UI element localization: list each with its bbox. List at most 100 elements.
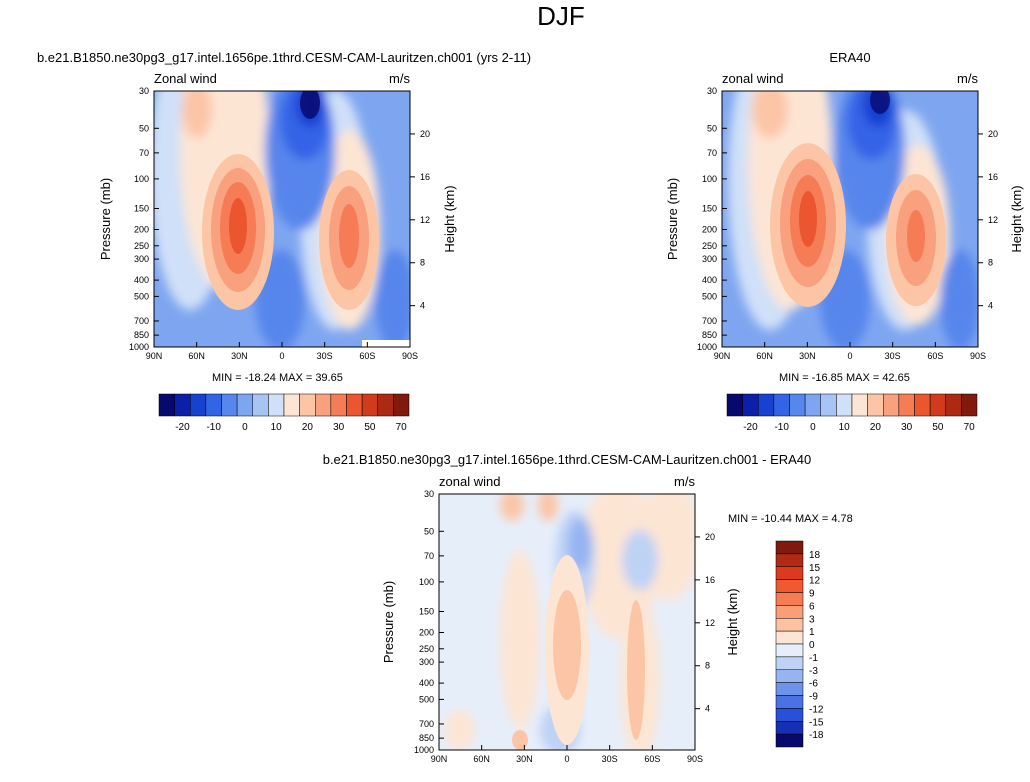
obs-colorbar-label: 30 bbox=[901, 422, 913, 433]
diff-colorbar-label: 1 bbox=[809, 627, 815, 638]
model-lat-tick-label: 30S bbox=[317, 351, 333, 361]
model-pressure-tick-label: 30 bbox=[139, 86, 149, 96]
diff-colorbar-label: -9 bbox=[809, 692, 818, 703]
diff-colorbar-cell bbox=[775, 618, 804, 632]
model-pressure-tick-label: 1000 bbox=[129, 342, 149, 352]
diff-pressure-tick-label: 30 bbox=[424, 489, 434, 499]
model-lat-tick-label: 90N bbox=[146, 351, 163, 361]
diff-colorbar-label: 9 bbox=[809, 589, 815, 600]
model-pressure-tick-label: 150 bbox=[134, 203, 149, 213]
obs-colorbar-cell bbox=[836, 393, 853, 417]
obs-colorbar-cell bbox=[961, 393, 978, 417]
model-colorbar-cell bbox=[236, 393, 253, 417]
diff-pressure-tick-label: 1000 bbox=[414, 745, 434, 755]
model-lat-tick-label: 60S bbox=[359, 351, 375, 361]
model-pressure-tick-label: 850 bbox=[134, 330, 149, 340]
model-colorbar-cell bbox=[158, 393, 175, 417]
diff-lat-tick-label: 30N bbox=[516, 754, 533, 764]
model-pressure-tick-label: 700 bbox=[134, 316, 149, 326]
model-colorbar-label: 20 bbox=[302, 422, 314, 433]
obs-colorbar-cell bbox=[804, 393, 821, 417]
model-pressure-tick-label: 250 bbox=[134, 241, 149, 251]
diff-pressure-tick-label: 100 bbox=[419, 577, 434, 587]
model-y-axis-label: Pressure (mb) bbox=[98, 178, 113, 260]
model-colorbar-cell bbox=[346, 393, 363, 417]
model-colorbar-cell bbox=[205, 393, 222, 417]
diff-colorbar-cell bbox=[775, 682, 804, 696]
obs-lat-tick-label: 30S bbox=[885, 351, 901, 361]
diff-y2-axis-label: Height (km) bbox=[725, 588, 740, 655]
diff-colorbar-cell bbox=[775, 630, 804, 645]
obs-pressure-tick-label: 50 bbox=[707, 123, 717, 133]
diff-variable-label: zonal wind bbox=[439, 474, 500, 489]
model-height-tick-label: 12 bbox=[420, 215, 430, 225]
diff-colorbar-cell bbox=[775, 656, 804, 670]
diff-lat-tick-label: 0 bbox=[564, 754, 569, 764]
obs-colorbar-cell bbox=[929, 393, 946, 417]
model-colorbar-cell bbox=[174, 393, 191, 417]
diff-pressure-tick-label: 150 bbox=[419, 606, 434, 616]
diff-colorbar-label: 12 bbox=[809, 576, 821, 587]
diff-colorbar-label: 18 bbox=[809, 550, 821, 561]
model-colorbar-cell bbox=[377, 393, 394, 417]
obs-panel-title: ERA40 bbox=[829, 50, 870, 65]
obs-colorbar-cell bbox=[789, 393, 806, 417]
figure-title: DJF bbox=[537, 1, 585, 31]
model-stats: MIN = -18.24 MAX = 39.65 bbox=[212, 372, 343, 384]
model-pressure-tick-label: 400 bbox=[134, 275, 149, 285]
model-variable-label: Zonal wind bbox=[154, 71, 217, 86]
colorbars: -20 -10 0 10 20 30 50 70 -20 -10 0 10 20 30 50 70181512… bbox=[158, 393, 978, 748]
diff-stats: MIN = -10.44 MAX = 4.78 bbox=[728, 513, 853, 525]
diff-lat-tick-label: 90S bbox=[687, 754, 703, 764]
obs-height-tick-label: 8 bbox=[988, 258, 993, 268]
model-colorbar-label: 70 bbox=[396, 422, 408, 433]
diff-panel: b.e21.B1850.ne30pg3_g17.intel.1656pe.1th… bbox=[323, 452, 853, 751]
obs-pressure-tick-label: 700 bbox=[702, 316, 717, 326]
diff-colorbar-label: 6 bbox=[809, 601, 815, 612]
obs-colorbar-cell bbox=[726, 393, 743, 417]
model-colorbar-label: 50 bbox=[364, 422, 376, 433]
obs-lat-tick-label: 90S bbox=[970, 351, 986, 361]
obs-colorbar-cell bbox=[742, 393, 759, 417]
obs-colorbar-cell bbox=[867, 393, 884, 417]
diff-colorbar-label: -6 bbox=[809, 679, 818, 690]
model-pressure-tick-label: 300 bbox=[134, 254, 149, 264]
obs-units-label: m/s bbox=[957, 71, 978, 86]
obs-pressure-tick-label: 100 bbox=[702, 174, 717, 184]
diff-units-label: m/s bbox=[674, 474, 695, 489]
model-colorbar-label: 0 bbox=[242, 422, 248, 433]
diff-colorbar-cell bbox=[775, 695, 804, 709]
obs-colorbar-cell bbox=[851, 393, 868, 417]
obs-pressure-tick-label: 30 bbox=[707, 86, 717, 96]
obs-pressure-tick-label: 1000 bbox=[697, 342, 717, 352]
diff-colorbar-cell bbox=[775, 733, 804, 748]
diff-height-tick-label: 16 bbox=[705, 575, 715, 585]
diff-pressure-tick-label: 50 bbox=[424, 526, 434, 536]
model-pressure-tick-label: 500 bbox=[134, 291, 149, 301]
diff-height-tick-label: 8 bbox=[705, 661, 710, 671]
model-colorbar-label: 30 bbox=[333, 422, 345, 433]
diff-lat-tick-label: 60S bbox=[644, 754, 660, 764]
obs-colorbar-label: 0 bbox=[810, 422, 816, 433]
model-colorbar-cell bbox=[299, 393, 316, 417]
model-colorbar-label: -20 bbox=[175, 422, 190, 433]
obs-colorbar-cell bbox=[758, 393, 775, 417]
model-lat-tick-label: 90S bbox=[402, 351, 418, 361]
obs-y2-axis-label: Height (km) bbox=[1009, 185, 1024, 252]
model-pressure-tick-label: 200 bbox=[134, 225, 149, 235]
diff-height-tick-label: 4 bbox=[705, 704, 710, 714]
diff-colorbar-cell bbox=[775, 605, 804, 619]
diff-pressure-tick-label: 400 bbox=[419, 678, 434, 688]
model-lat-tick-label: 60N bbox=[188, 351, 205, 361]
diff-colorbar-cell bbox=[775, 566, 804, 580]
diff-height-tick-label: 12 bbox=[705, 618, 715, 628]
diff-lat-tick-label: 60N bbox=[473, 754, 490, 764]
diff-colorbar-label: 3 bbox=[809, 614, 815, 625]
diff-colorbar-cell bbox=[775, 669, 804, 683]
diff-colorbar-label: -18 bbox=[809, 730, 824, 741]
obs-panel: ERA40 zonal wind m/s bbox=[721, 50, 979, 384]
obs-colorbar-cell bbox=[773, 393, 790, 417]
obs-pressure-tick-label: 150 bbox=[702, 203, 717, 213]
model-pressure-tick-label: 100 bbox=[134, 174, 149, 184]
obs-pressure-tick-label: 300 bbox=[702, 254, 717, 264]
